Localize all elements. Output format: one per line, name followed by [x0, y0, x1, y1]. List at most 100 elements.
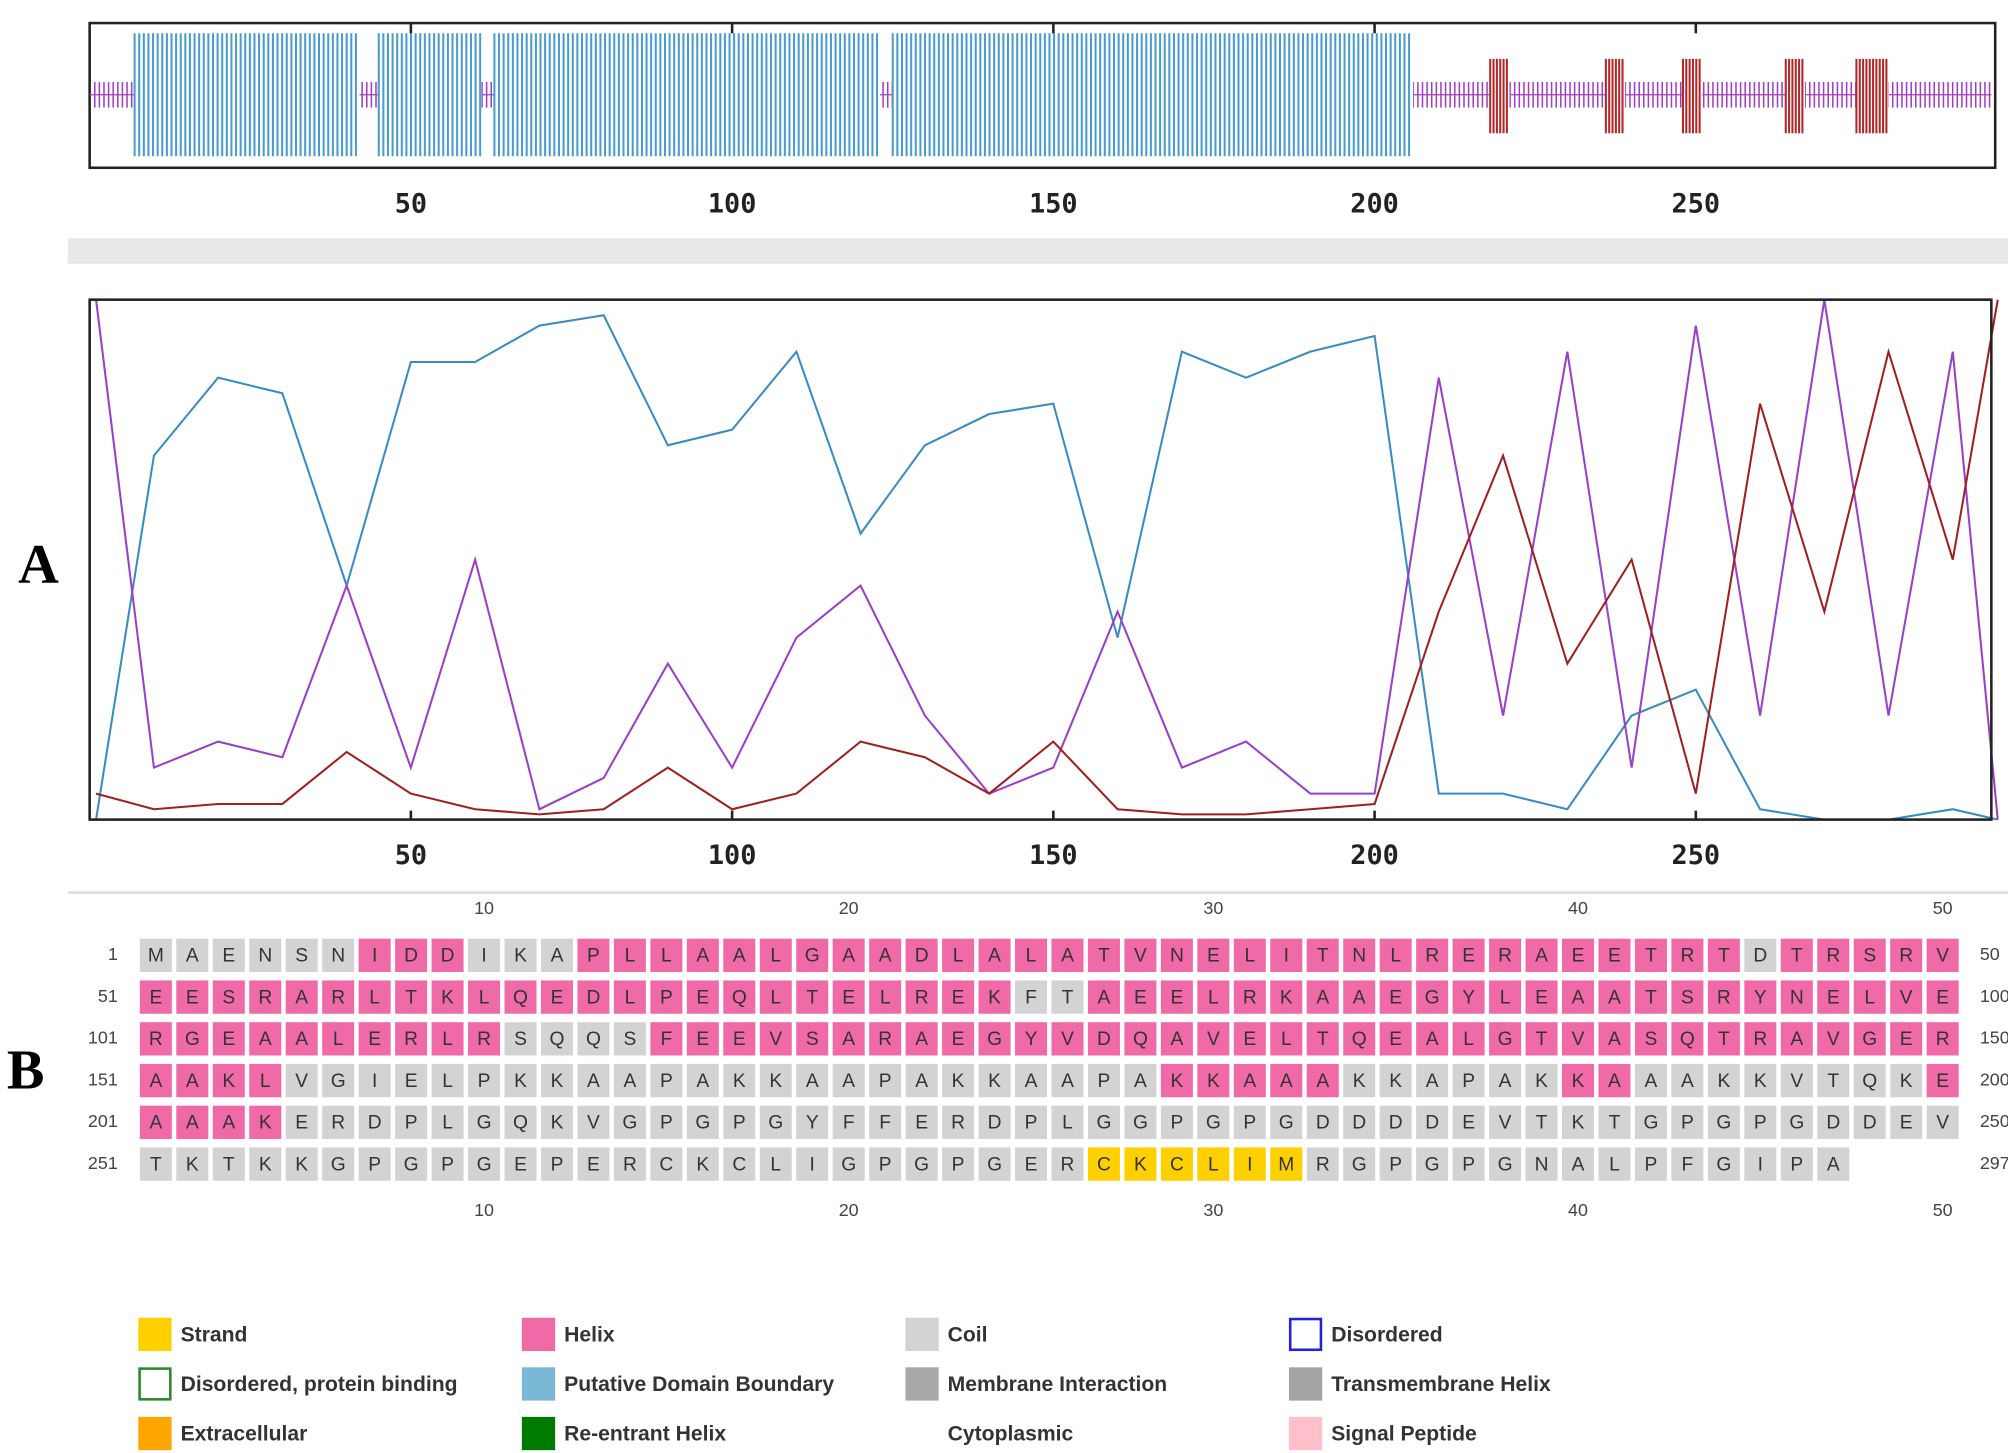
residue: C	[1097, 1154, 1111, 1175]
residue: S	[1681, 987, 1694, 1008]
residue: L	[479, 987, 490, 1008]
residue-box	[1452, 938, 1485, 972]
residue: D	[441, 946, 455, 967]
residue-box	[1671, 980, 1704, 1014]
residue-box	[1525, 1147, 1558, 1181]
residue: A	[1608, 987, 1621, 1008]
residue: K	[551, 1071, 564, 1092]
residue-box	[540, 1105, 573, 1139]
residue: P	[660, 1113, 673, 1134]
residue-box	[1926, 1063, 1959, 1098]
residue: E	[696, 1029, 709, 1050]
residue-box	[1926, 1022, 1959, 1056]
residue: L	[1062, 1113, 1073, 1134]
residue-box	[1416, 1105, 1449, 1139]
track-segment	[133, 33, 360, 157]
residue-box	[978, 1105, 1011, 1139]
legend-swatch	[1288, 1317, 1323, 1352]
residue-box	[358, 938, 391, 972]
residue: T	[405, 987, 417, 1008]
residue-box	[285, 1063, 318, 1098]
residue: K	[769, 1071, 782, 1092]
residue-box	[1197, 980, 1230, 1014]
residue: M	[148, 946, 164, 967]
residue-box	[139, 980, 172, 1014]
residue-box	[1160, 938, 1193, 972]
residue-box	[540, 938, 573, 972]
residue-box	[1561, 1063, 1595, 1098]
residue-box	[905, 938, 938, 972]
residue: F	[1682, 1154, 1694, 1175]
residue: T	[1645, 946, 1657, 967]
residue-box	[978, 938, 1011, 972]
residue: L	[1500, 987, 1511, 1008]
residue: Q	[1133, 1029, 1148, 1050]
residue: V	[587, 1113, 600, 1134]
residue-box	[212, 938, 245, 972]
residue-box	[358, 1063, 391, 1098]
residue: A	[696, 1071, 709, 1092]
residue: T	[1718, 946, 1730, 967]
residue-box	[1744, 1063, 1777, 1098]
line-series	[95, 299, 1999, 820]
residue-box	[1634, 1022, 1667, 1056]
residue-box	[978, 980, 1011, 1014]
residue: T	[1098, 946, 1110, 967]
residue: Q	[732, 987, 747, 1008]
residue: E	[1900, 1029, 1913, 1050]
residue-box	[1780, 1105, 1813, 1139]
residue: D	[1863, 1113, 1877, 1134]
residue: V	[1572, 1029, 1585, 1050]
residue-box	[1634, 938, 1667, 972]
residue-box	[1707, 1105, 1740, 1139]
residue: K	[1535, 1071, 1548, 1092]
residue-box	[1343, 980, 1376, 1014]
residue-box	[1853, 1022, 1886, 1056]
residue-box	[1707, 938, 1740, 972]
residue-box	[650, 1063, 683, 1098]
residue-box	[1671, 1147, 1704, 1181]
residue: G	[1206, 1113, 1221, 1134]
residue: A	[806, 1071, 819, 1092]
residue: T	[1317, 1029, 1329, 1050]
residue: A	[186, 1113, 199, 1134]
residue: A	[1316, 987, 1329, 1008]
residue-box	[1379, 980, 1412, 1014]
residue-box	[285, 1147, 318, 1181]
residue-box	[176, 1063, 209, 1098]
residue-box	[395, 1147, 428, 1181]
residue-box	[686, 1022, 719, 1056]
residue-box	[1489, 1022, 1522, 1056]
residue-box	[176, 1147, 209, 1181]
residue: A	[1098, 987, 1111, 1008]
residue: G	[185, 1029, 200, 1050]
residue-box	[723, 1147, 756, 1181]
residue: Y	[806, 1113, 819, 1134]
residue: G	[1352, 1154, 1367, 1175]
residue: G	[1643, 1113, 1658, 1134]
column-label: 40	[1568, 1200, 1588, 1220]
residue-box	[577, 980, 610, 1014]
residue-box	[1015, 1063, 1048, 1098]
residue: L	[1208, 987, 1219, 1008]
residue-box	[285, 1105, 318, 1139]
residue-box	[358, 1022, 391, 1056]
residue: E	[952, 987, 965, 1008]
residue-box	[1124, 1022, 1157, 1056]
residue-box	[1343, 1147, 1376, 1181]
residue-box	[1890, 1063, 1923, 1098]
residue: A	[295, 1029, 308, 1050]
residue-box	[1233, 1063, 1266, 1098]
residue-box	[1780, 1022, 1813, 1056]
residue: T	[1536, 1113, 1548, 1134]
residue: A	[222, 1113, 235, 1134]
residue: P	[879, 1154, 892, 1175]
residue-box	[942, 980, 975, 1014]
residue: V	[1134, 946, 1147, 967]
residue: F	[1025, 987, 1037, 1008]
residue-box	[139, 1063, 172, 1098]
residue-box	[1926, 938, 1959, 972]
residue: P	[1389, 1154, 1402, 1175]
residue: K	[1572, 1071, 1585, 1092]
residue-box	[431, 980, 464, 1014]
